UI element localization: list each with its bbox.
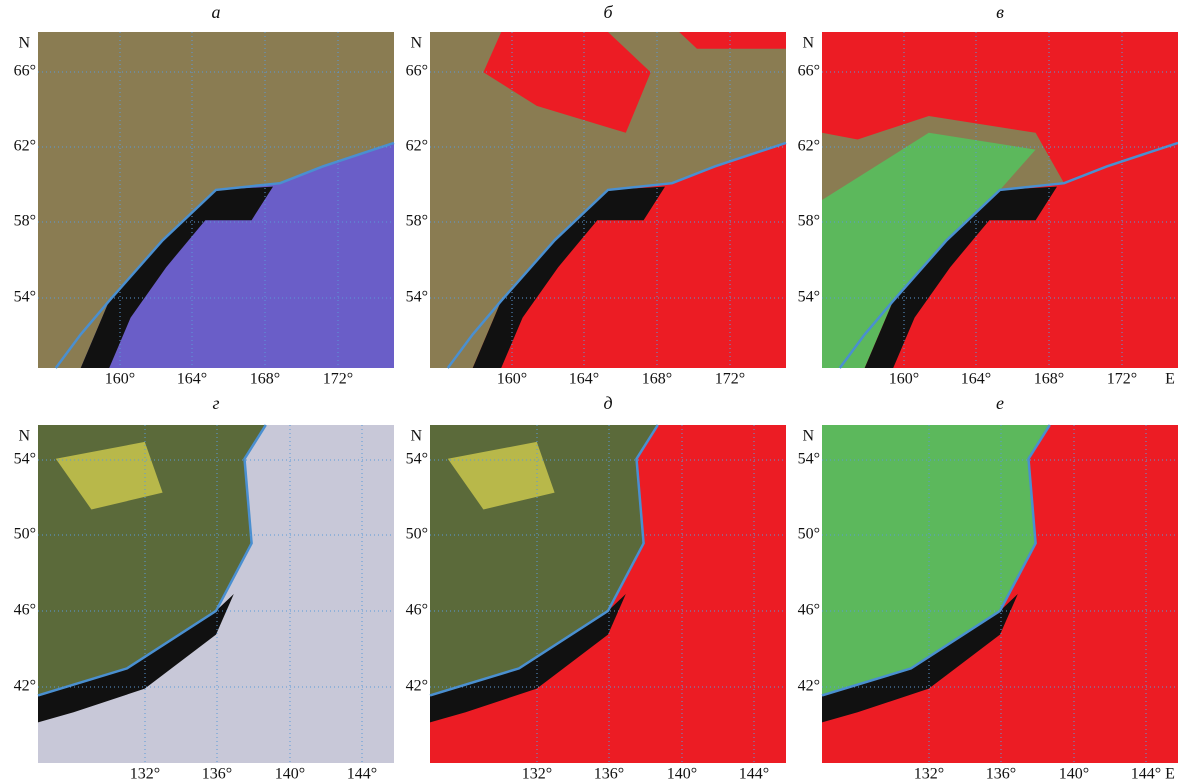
lat-label: 42°	[798, 678, 820, 695]
north-label: N	[410, 428, 422, 445]
lat-label: 54°	[14, 451, 36, 468]
lat-label: 42°	[406, 678, 428, 695]
lat-label: 58°	[406, 213, 428, 230]
map-panel	[430, 425, 786, 763]
lat-label: 66°	[14, 63, 36, 80]
lon-label: 136°	[594, 766, 624, 782]
lon-label: 172°	[323, 371, 353, 388]
north-label: N	[18, 35, 30, 52]
lon-label: 140°	[1059, 766, 1089, 782]
east-label: E	[1165, 766, 1175, 782]
lon-label: 132°	[522, 766, 552, 782]
lat-label: 46°	[14, 602, 36, 619]
map-panel	[822, 425, 1178, 763]
lat-label: 66°	[798, 63, 820, 80]
lon-label: 140°	[275, 766, 305, 782]
figure: а N 66° 62° 58° 54° 160° 164° 168° 172° б N 66° 62° 58…	[0, 0, 1178, 782]
map-panel	[38, 425, 394, 763]
lat-label: 66°	[406, 63, 428, 80]
lon-label: 164°	[177, 371, 207, 388]
lat-label: 50°	[406, 526, 428, 543]
lat-label: 54°	[14, 289, 36, 306]
lat-label: 62°	[406, 138, 428, 155]
lon-label: 136°	[986, 766, 1016, 782]
lat-label: 54°	[406, 289, 428, 306]
map-panel	[430, 32, 786, 368]
north-label: N	[410, 35, 422, 52]
lat-label: 54°	[798, 289, 820, 306]
map-region	[679, 32, 786, 49]
lat-label: 42°	[14, 678, 36, 695]
lon-label: 144°	[1131, 766, 1161, 782]
east-label: E	[1165, 371, 1175, 388]
map-panel	[38, 32, 394, 368]
lat-label: 62°	[798, 138, 820, 155]
lon-label: 168°	[250, 371, 280, 388]
lat-label: 58°	[798, 213, 820, 230]
panel-label: е	[996, 393, 1004, 413]
panel-label: а	[212, 2, 221, 22]
lon-label: 160°	[497, 371, 527, 388]
lat-label: 62°	[14, 138, 36, 155]
map-panel	[822, 32, 1178, 368]
lat-label: 54°	[406, 451, 428, 468]
lon-label: 168°	[642, 371, 672, 388]
lon-label: 172°	[1107, 371, 1137, 388]
lat-label: 50°	[14, 526, 36, 543]
lat-label: 46°	[406, 602, 428, 619]
lon-label: 132°	[130, 766, 160, 782]
panel-label: б	[603, 2, 613, 22]
panel-label: г	[212, 393, 219, 413]
lat-label: 58°	[14, 213, 36, 230]
north-label: N	[802, 428, 814, 445]
panel-label: в	[996, 2, 1004, 22]
lon-label: 164°	[961, 371, 991, 388]
lon-label: 140°	[667, 766, 697, 782]
lon-label: 160°	[105, 371, 135, 388]
lon-label: 160°	[889, 371, 919, 388]
lat-label: 50°	[798, 526, 820, 543]
lat-label: 54°	[798, 451, 820, 468]
lat-label: 46°	[798, 602, 820, 619]
lon-label: 172°	[715, 371, 745, 388]
lon-label: 136°	[202, 766, 232, 782]
north-label: N	[18, 428, 30, 445]
north-label: N	[802, 35, 814, 52]
lon-label: 164°	[569, 371, 599, 388]
lon-label: 144°	[739, 766, 769, 782]
lon-label: 168°	[1034, 371, 1064, 388]
lon-label: 144°	[347, 766, 377, 782]
panel-label: д	[603, 393, 612, 413]
lon-label: 132°	[914, 766, 944, 782]
